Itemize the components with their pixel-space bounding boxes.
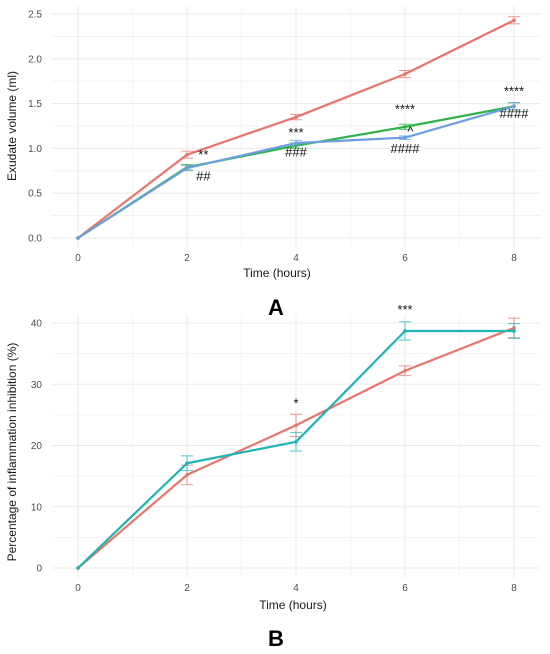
panel-b-y-tick-label: 10 — [31, 502, 43, 513]
panel-b-x-tick-label: 6 — [402, 583, 408, 594]
panel-a-y-tick-label: 0.5 — [28, 189, 42, 200]
panel-a-x-tick-label: 6 — [402, 253, 408, 264]
panel-a-annotation: ** — [198, 147, 208, 162]
panel-b-series-1-point — [185, 461, 189, 466]
panel-b-x-tick-label: 4 — [293, 583, 299, 594]
panel-a-series-2-point — [185, 166, 189, 170]
panel-b-series-0 — [76, 317, 520, 570]
panel-a-y-tick-label: 2.0 — [28, 54, 42, 65]
panel-a-annotation: **** — [504, 84, 524, 99]
panel-b-series-1 — [76, 321, 520, 570]
panel-a-series-0 — [76, 16, 520, 240]
panel-b-annotation: *** — [397, 302, 412, 317]
panel-b-y-axis-title: Percentage of inflammation inhibition (%… — [5, 343, 19, 562]
panel-b-series-1-point — [294, 440, 298, 444]
panel-a-y-axis-title: Exudate volume (ml) — [5, 71, 19, 181]
panel-b-series-1-point — [512, 329, 516, 333]
panel-b-x-tick-label: 2 — [184, 583, 190, 594]
panel-a-series-2-point — [76, 236, 80, 240]
panel-a-x-axis-title: Time (hours) — [243, 266, 311, 280]
panel-a-chart: 0 2 4 6 8 0.0 0.5 1.0 1.5 2.0 2.5 ** ## *** ### **** ^ #… — [5, 6, 540, 320]
panel-a-ticks: 0 2 4 6 8 0.0 0.5 1.0 1.5 2.0 2.5 — [28, 10, 517, 265]
panel-a-annotation: ### — [285, 144, 307, 159]
panel-a-annotation: ## — [196, 169, 211, 184]
panel-b-y-tick-label: 20 — [31, 441, 43, 452]
panel-b-grid — [52, 315, 540, 578]
panel-a-y-tick-label: 0.0 — [28, 234, 42, 245]
panel-a-series-2-point — [512, 104, 516, 109]
panel-a-y-tick-label: 1.0 — [28, 144, 42, 155]
panel-b-x-axis-title: Time (hours) — [259, 598, 327, 612]
panel-a-y-tick-label: 2.5 — [28, 10, 42, 21]
panel-a-annotation: **** — [395, 101, 415, 116]
panel-a-annotation: #### — [391, 141, 421, 156]
panel-a-series-1-point — [403, 125, 407, 129]
panel-b-ticks: 0 2 4 6 8 0 10 20 30 40 — [31, 319, 517, 595]
panel-b-series-1-point — [403, 329, 407, 333]
panel-b-annotation: * — [293, 396, 298, 411]
panel-a-annotation: ^ — [407, 124, 414, 139]
panel-b-x-tick-label: 8 — [511, 583, 517, 594]
panel-b-annotations: **** — [293, 302, 412, 411]
panel-a-series-2-point — [294, 141, 298, 145]
panel-b-series-0-point — [185, 473, 189, 477]
panel-b-label: B — [268, 626, 284, 651]
panel-b-y-tick-label: 30 — [31, 380, 43, 391]
panel-a-x-tick-label: 8 — [511, 253, 517, 264]
panel-a-label: A — [268, 295, 284, 320]
panel-a-x-tick-label: 0 — [75, 253, 81, 264]
panel-a-annotation: #### — [500, 106, 530, 121]
panel-a-x-tick-label: 2 — [184, 253, 190, 264]
panel-b-series — [76, 317, 520, 570]
panel-a-series-2-point — [403, 135, 407, 140]
panel-b-series-0-point — [294, 423, 298, 428]
panel-b-y-tick-label: 40 — [31, 319, 43, 330]
panel-a-series-2 — [76, 102, 520, 240]
panel-a-x-tick-label: 4 — [293, 253, 299, 264]
panel-a-y-tick-label: 1.5 — [28, 99, 42, 110]
panel-b-x-tick-label: 0 — [75, 583, 81, 594]
panel-b-series-0-point — [403, 368, 407, 373]
panel-a-annotation: *** — [288, 125, 303, 140]
panel-a-series — [76, 16, 520, 240]
panel-a-annotations: ** ## *** ### **** ^ #### **** #### — [196, 84, 529, 184]
panel-a-series-0-point — [185, 152, 189, 157]
panel-b-y-tick-label: 0 — [36, 564, 42, 575]
panel-a-series-0-point — [512, 18, 516, 23]
panel-a-series-0-point — [294, 115, 298, 119]
panel-a-series-0-point — [403, 72, 407, 76]
panel-b-series-1-point — [76, 566, 80, 570]
